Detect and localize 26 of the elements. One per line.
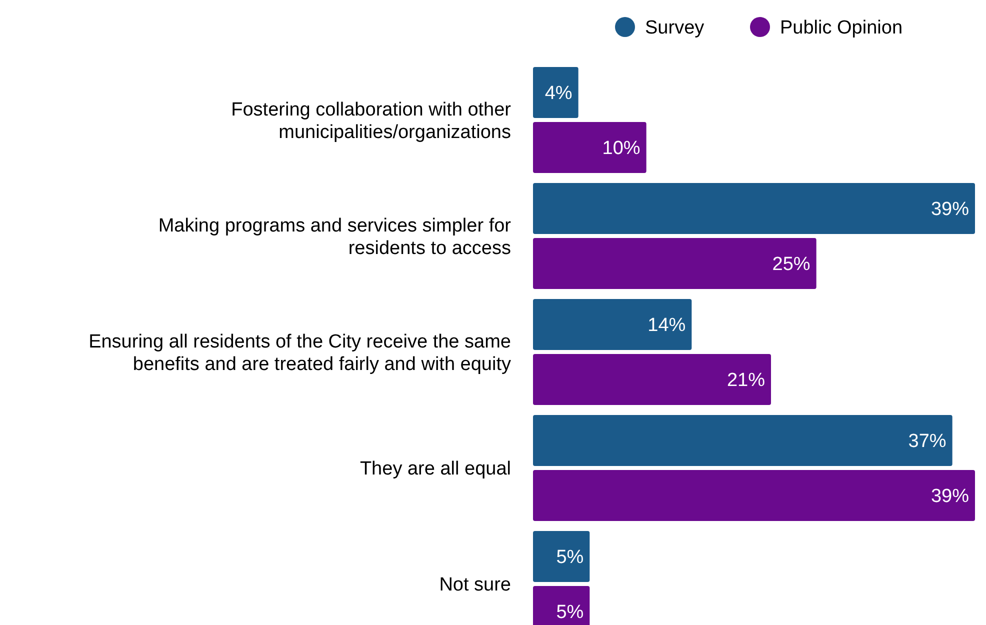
- y-tick-label: Fostering collaboration with other municipalities/organizations: [231, 99, 512, 144]
- data-label: 21%: [726, 370, 766, 392]
- bar: [533, 122, 646, 173]
- bar: [533, 415, 952, 466]
- data-label: 5%: [556, 547, 584, 568]
- data-label: 14%: [648, 315, 686, 336]
- legend-label: Public Opinion: [780, 18, 903, 39]
- y-tick-label: Making programs and services simpler for residents to access: [158, 215, 512, 260]
- data-label: 25%: [772, 254, 810, 276]
- y-tick-label: Ensuring all residents of the City receive the same benefits and are treated fairly and with equity: [88, 331, 512, 376]
- bar: [533, 183, 975, 234]
- legend-label: Survey: [645, 18, 705, 39]
- bar: [533, 531, 590, 582]
- bar: [533, 238, 816, 289]
- data-label: 5%: [556, 602, 584, 624]
- data-label: 4%: [544, 83, 572, 104]
- data-label: 39%: [930, 486, 970, 508]
- bar: [533, 67, 578, 118]
- data-label: 39%: [930, 199, 970, 220]
- data-label: 37%: [908, 431, 946, 452]
- bar: [533, 354, 771, 405]
- bar: [533, 470, 975, 521]
- data-label: 10%: [602, 138, 640, 160]
- y-tick-label: They are all equal: [360, 458, 511, 480]
- bar: [533, 299, 692, 350]
- y-tick-label: Not sure: [439, 574, 511, 596]
